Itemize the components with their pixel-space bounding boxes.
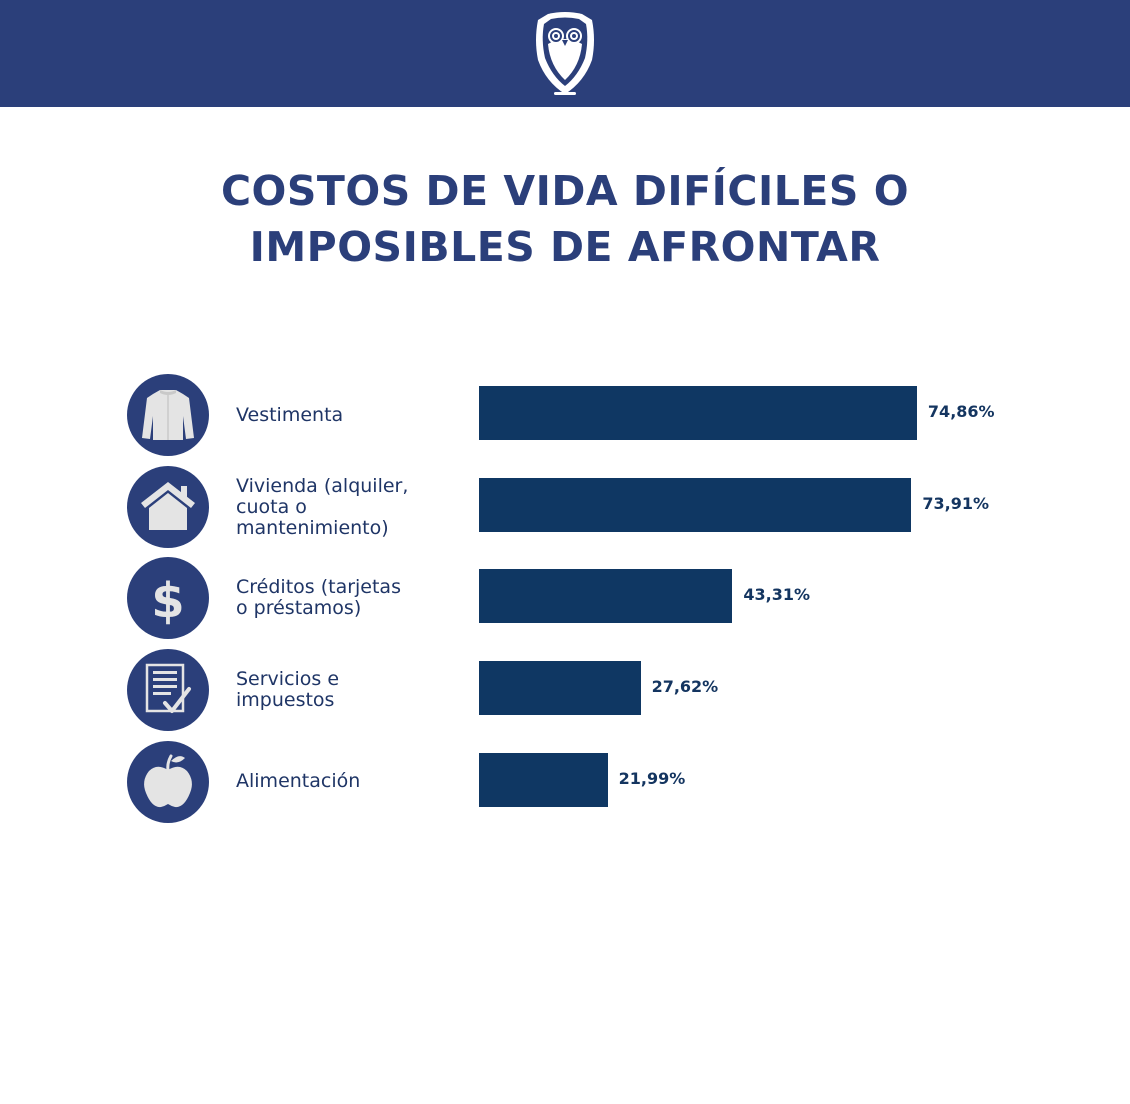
svg-text:$: $ bbox=[151, 573, 184, 629]
document-check-icon bbox=[145, 663, 191, 713]
dollar-icon: $ bbox=[151, 573, 184, 629]
chart-row-vestimenta: Vestimenta 74,86% bbox=[0, 374, 1130, 458]
bar-label: Créditos (tarjetas o préstamos) bbox=[236, 576, 401, 619]
value-label-servicios: 27,62% bbox=[651, 677, 719, 696]
bar-alimentacion bbox=[479, 753, 608, 807]
bar-vivienda bbox=[479, 478, 912, 532]
apple-icon bbox=[144, 754, 192, 808]
bar-servicios bbox=[479, 661, 641, 715]
owl-logo-icon bbox=[536, 12, 594, 95]
title-line-2: IMPOSIBLES DE AFRONTAR bbox=[249, 223, 881, 271]
header-bar bbox=[0, 0, 1130, 107]
bar-vestimenta bbox=[479, 386, 917, 440]
value-label-vestimenta: 74,86% bbox=[927, 402, 995, 421]
icon-circle bbox=[127, 466, 209, 548]
shirt-icon bbox=[142, 390, 194, 440]
page-title: COSTOS DE VIDA DIFÍCILES O IMPOSIBLES DE… bbox=[0, 163, 1130, 275]
icon-circle bbox=[127, 374, 209, 456]
value-label-vivienda: 73,91% bbox=[922, 494, 989, 513]
icon-circle bbox=[127, 649, 209, 731]
value-label-alimentacion: 21,99% bbox=[618, 769, 686, 788]
title-line-1: COSTOS DE VIDA DIFÍCILES O bbox=[220, 167, 910, 215]
bar-creditos bbox=[479, 569, 733, 623]
chart-row-alimentacion: Alimentación 21,99% bbox=[0, 741, 1130, 825]
bar-label: Vestimenta bbox=[236, 404, 344, 426]
value-label-creditos: 43,31% bbox=[743, 585, 810, 604]
chart-row-servicios: Servicios e impuestos 27,62% bbox=[0, 649, 1130, 733]
chart-row-vivienda: Vivienda (alquiler, cuota o mantenimient… bbox=[0, 466, 1130, 550]
icon-circle bbox=[127, 741, 209, 823]
chart-row-creditos: $ Créditos (tarjetas o préstamos) 43,31% bbox=[0, 557, 1130, 641]
icon-circle: $ bbox=[127, 557, 209, 639]
bar-label: Vivienda (alquiler, cuota o mantenimient… bbox=[236, 475, 409, 539]
bar-label: Servicios e impuestos bbox=[236, 668, 340, 711]
house-icon bbox=[141, 482, 195, 530]
bar-label: Alimentación bbox=[236, 770, 361, 792]
